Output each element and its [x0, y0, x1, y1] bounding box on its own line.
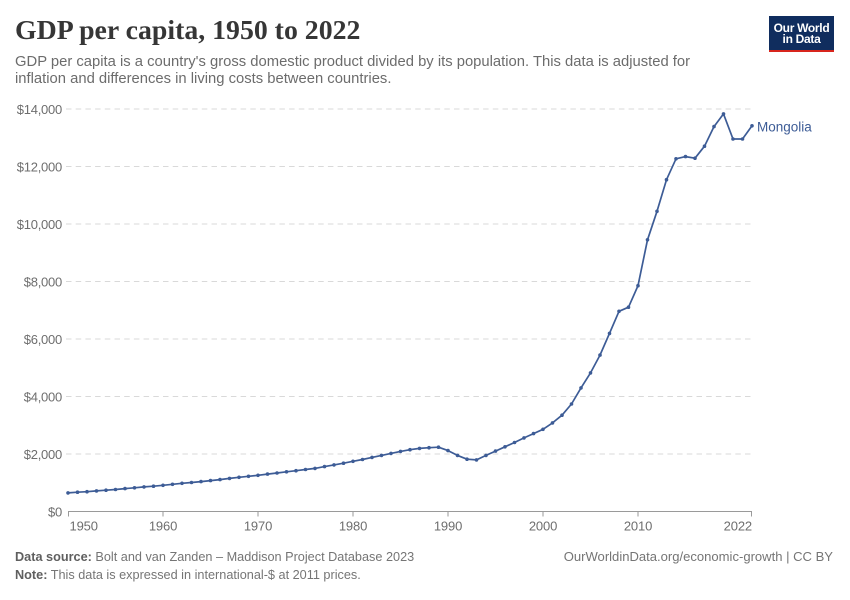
svg-text:1990: 1990: [434, 518, 462, 533]
svg-text:1980: 1980: [339, 518, 367, 533]
svg-text:$6,000: $6,000: [24, 332, 62, 347]
svg-text:1960: 1960: [149, 518, 177, 533]
svg-text:$0: $0: [48, 504, 62, 519]
svg-text:$12,000: $12,000: [17, 159, 62, 174]
svg-text:$10,000: $10,000: [17, 217, 62, 232]
svg-text:1970: 1970: [244, 518, 272, 533]
svg-text:Mongolia: Mongolia: [757, 119, 812, 134]
svg-text:2000: 2000: [529, 518, 557, 533]
svg-text:$14,000: $14,000: [17, 102, 62, 117]
svg-text:1950: 1950: [70, 518, 98, 533]
svg-text:2010: 2010: [624, 518, 652, 533]
svg-text:2022: 2022: [724, 518, 752, 533]
svg-text:$4,000: $4,000: [24, 389, 62, 404]
svg-text:$2,000: $2,000: [24, 447, 62, 462]
svg-text:$8,000: $8,000: [24, 274, 62, 289]
